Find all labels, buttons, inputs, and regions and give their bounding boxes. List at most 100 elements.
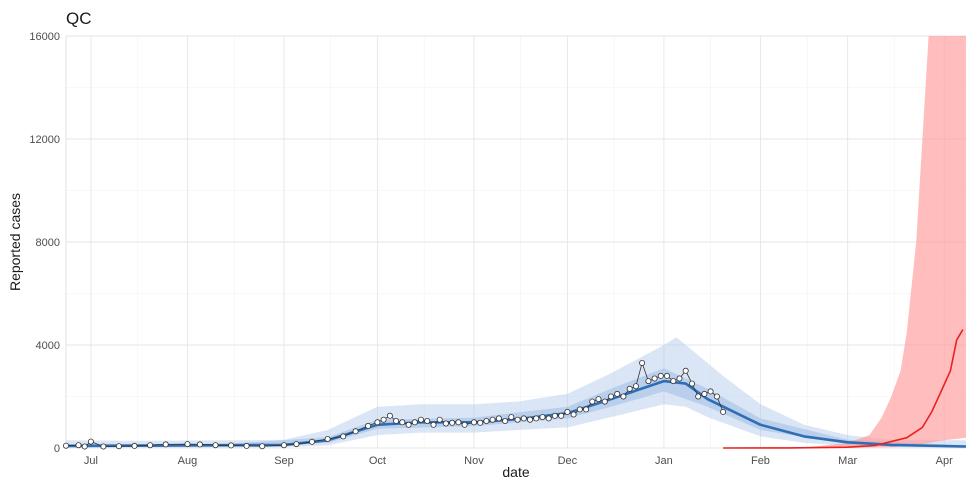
data-point bbox=[707, 388, 714, 395]
y-tick-label: 0 bbox=[54, 443, 60, 455]
data-point bbox=[324, 435, 331, 442]
data-point bbox=[259, 443, 266, 450]
data-point bbox=[682, 367, 689, 374]
data-point bbox=[228, 442, 235, 449]
bands bbox=[66, 36, 966, 448]
data-point bbox=[502, 417, 509, 424]
x-tick-label: Apr bbox=[936, 455, 953, 467]
data-point bbox=[483, 417, 490, 424]
data-point bbox=[461, 421, 468, 428]
data-point bbox=[87, 438, 94, 445]
data-point bbox=[539, 414, 546, 421]
data-point bbox=[436, 416, 443, 423]
x-axis-title: date bbox=[502, 464, 529, 480]
data-point bbox=[632, 383, 639, 390]
data-point bbox=[243, 442, 250, 449]
data-point bbox=[701, 390, 708, 397]
data-point bbox=[664, 372, 671, 379]
data-point bbox=[495, 415, 502, 422]
data-point bbox=[293, 441, 300, 448]
data-point bbox=[212, 442, 219, 449]
projection-median-line bbox=[723, 329, 964, 449]
data-point bbox=[115, 443, 122, 450]
data-point bbox=[520, 415, 527, 422]
y-axis: 0 4000 8000 12000 16000 bbox=[29, 31, 60, 455]
data-point bbox=[147, 442, 154, 449]
data-point bbox=[81, 443, 88, 450]
data-point bbox=[100, 443, 107, 450]
x-tick-label: Nov bbox=[464, 455, 484, 467]
x-tick-label: Jan bbox=[655, 455, 673, 467]
x-tick-label: Mar bbox=[838, 455, 857, 467]
x-tick-label: Dec bbox=[558, 455, 578, 467]
data-point bbox=[63, 442, 70, 449]
x-tick-label: Sep bbox=[274, 455, 294, 467]
data-point bbox=[455, 419, 462, 426]
data-point bbox=[570, 411, 577, 418]
data-point bbox=[551, 412, 558, 419]
x-tick-label: Jul bbox=[84, 455, 98, 467]
data-point bbox=[689, 380, 696, 387]
data-point bbox=[589, 398, 596, 405]
data-point bbox=[340, 433, 347, 440]
x-axis: Jul Aug Sep Oct Nov Dec Jan Feb Mar Apr bbox=[84, 455, 953, 467]
observed-points bbox=[63, 359, 727, 450]
data-point bbox=[670, 378, 677, 385]
data-point bbox=[545, 415, 552, 422]
data-point bbox=[380, 416, 387, 423]
data-point bbox=[386, 412, 393, 419]
plot-area bbox=[63, 35, 967, 450]
data-point bbox=[352, 428, 359, 435]
data-point bbox=[405, 421, 412, 428]
data-point bbox=[365, 422, 372, 429]
data-point bbox=[583, 406, 590, 413]
data-point bbox=[514, 416, 521, 423]
data-point bbox=[564, 408, 571, 415]
data-point bbox=[430, 421, 437, 428]
data-point bbox=[508, 414, 515, 421]
data-point bbox=[527, 416, 534, 423]
data-point bbox=[695, 393, 702, 400]
data-point bbox=[576, 406, 583, 413]
data-point bbox=[449, 419, 456, 426]
chart-title: QC bbox=[66, 9, 92, 28]
data-point bbox=[424, 417, 431, 424]
data-point bbox=[645, 378, 652, 385]
data-point bbox=[470, 419, 477, 426]
x-tick-label: Oct bbox=[369, 455, 386, 467]
data-point bbox=[75, 442, 82, 449]
data-point bbox=[162, 441, 169, 448]
data-point bbox=[614, 390, 621, 397]
data-point bbox=[595, 396, 602, 403]
projection-band bbox=[723, 36, 966, 448]
data-point bbox=[196, 441, 203, 448]
data-point bbox=[620, 393, 627, 400]
x-tick-label: Feb bbox=[751, 455, 770, 467]
data-point bbox=[417, 416, 424, 423]
y-axis-title: Reported cases bbox=[7, 193, 23, 291]
y-tick-label: 4000 bbox=[36, 340, 60, 352]
data-point bbox=[608, 393, 615, 400]
data-point bbox=[374, 419, 381, 426]
data-point bbox=[184, 441, 191, 448]
data-point bbox=[280, 442, 287, 449]
data-point bbox=[639, 359, 646, 366]
data-point bbox=[558, 412, 565, 419]
data-point bbox=[131, 442, 138, 449]
data-point bbox=[411, 419, 418, 426]
data-point bbox=[720, 408, 727, 415]
data-point bbox=[489, 416, 496, 423]
data-point bbox=[393, 417, 400, 424]
data-point bbox=[399, 419, 406, 426]
data-point bbox=[676, 375, 683, 382]
data-point bbox=[477, 419, 484, 426]
x-tick-label: Aug bbox=[178, 455, 198, 467]
y-tick-label: 16000 bbox=[29, 31, 60, 43]
data-point bbox=[308, 438, 315, 445]
data-point bbox=[533, 415, 540, 422]
data-point bbox=[713, 393, 720, 400]
y-tick-label: 12000 bbox=[29, 134, 60, 146]
data-point bbox=[657, 372, 664, 379]
data-point bbox=[626, 385, 633, 392]
